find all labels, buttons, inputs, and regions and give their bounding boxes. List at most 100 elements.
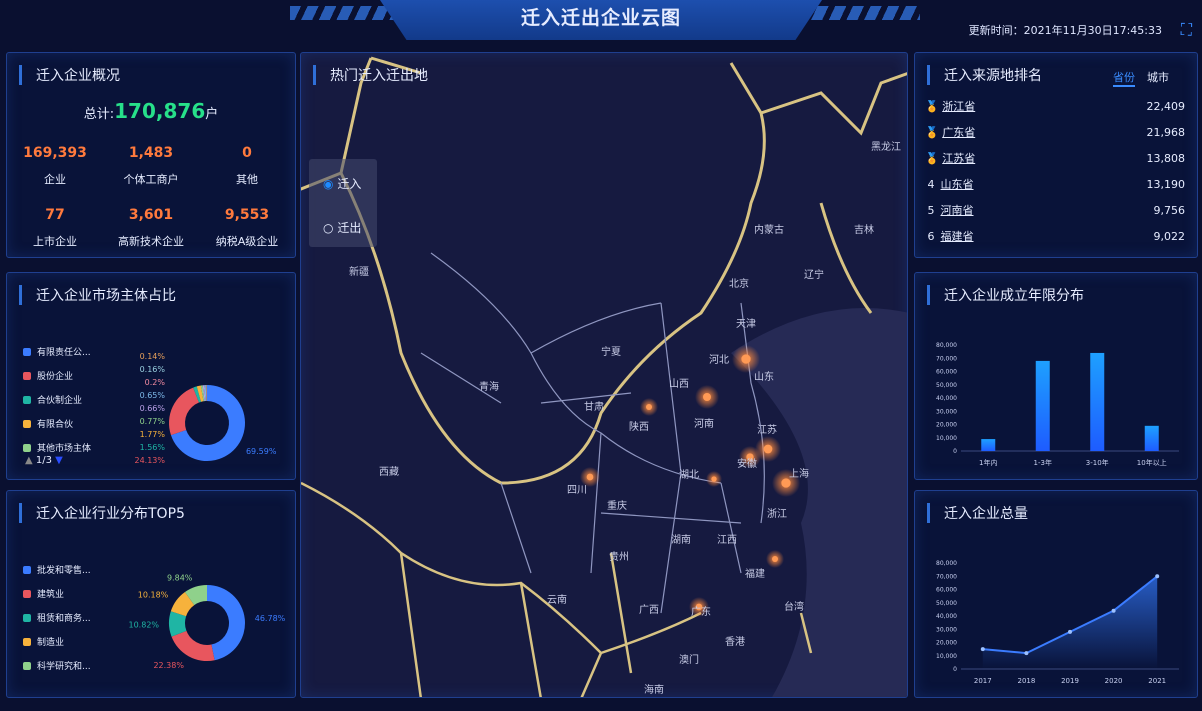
stat-value: 0 (242, 145, 252, 161)
header-decoration-right (800, 6, 920, 20)
province-label[interactable]: 青海 (479, 382, 499, 393)
ranking-row[interactable]: 🏅 浙江省 22,409 (925, 93, 1185, 119)
ranking-row[interactable]: 5 河南省 9,756 (925, 197, 1186, 223)
tab-province[interactable]: 省份 (1113, 69, 1135, 87)
x-tick-label: 2020 (1105, 677, 1123, 685)
bar (1035, 360, 1050, 451)
province-label[interactable]: 新疆 (349, 267, 369, 278)
province-label[interactable]: 湖南 (671, 535, 691, 546)
x-tick-label: 1年内 (979, 458, 997, 467)
y-tick-label: 70,000 (936, 355, 957, 362)
province-label[interactable]: 吉林 (854, 225, 874, 236)
total-value: 170,876 (114, 99, 206, 123)
province-label[interactable]: 江西 (717, 535, 737, 546)
province-label[interactable]: 西藏 (379, 467, 399, 478)
legend-swatch (23, 419, 31, 428)
page-down-icon[interactable]: ▼ (55, 455, 63, 466)
total-label: 总计: (83, 107, 115, 122)
province-label[interactable]: 山西 (669, 379, 689, 390)
province-label[interactable]: 黑龙江 (871, 142, 901, 153)
hotspot-core (746, 453, 754, 461)
data-point (980, 647, 985, 652)
region-name[interactable]: 福建省 (940, 230, 974, 243)
donut-label: 9.84% (167, 573, 193, 582)
legend-item[interactable]: 有限责任公... (23, 345, 91, 358)
stat-label: 个体工商户 (123, 173, 179, 186)
hotspot-core (741, 354, 751, 364)
donut-label: 46.78% (255, 614, 286, 623)
region-name[interactable]: 江苏省 (942, 152, 976, 165)
legend-swatch (23, 443, 31, 452)
province-label[interactable]: 重庆 (607, 501, 627, 512)
province-label[interactable]: 江苏 (757, 425, 777, 436)
legend-item[interactable]: 租赁和商务... (23, 611, 91, 624)
legend-item[interactable]: 其他市场主体 (23, 441, 91, 454)
ranking-row[interactable]: 6 福建省 9,022 (925, 223, 1186, 249)
region-name[interactable]: 广东省 (942, 126, 976, 139)
legend-item[interactable]: 科学研究和... (23, 659, 91, 672)
region-name[interactable]: 山东省 (940, 178, 974, 191)
page-up-icon[interactable]: ▲ (25, 455, 33, 466)
bar (1144, 425, 1159, 451)
y-tick-label: 0 (953, 448, 957, 455)
province-label[interactable]: 上海 (789, 469, 809, 480)
ranking-row[interactable]: 🏅 广东省 21,968 (925, 119, 1185, 145)
province-label[interactable]: 贵州 (609, 552, 629, 563)
donut-label: 0.14% (140, 352, 166, 361)
province-label[interactable]: 陕西 (629, 422, 649, 433)
header-decoration-left (290, 6, 410, 20)
province-label[interactable]: 天津 (736, 319, 756, 330)
rank-number: 4 (927, 178, 935, 191)
medal-icon: 🏅 (925, 126, 939, 139)
province-label[interactable]: 福建 (745, 569, 765, 580)
province-label[interactable]: 澳门 (679, 655, 699, 666)
province-label[interactable]: 甘肃 (584, 402, 604, 413)
province-label[interactable]: 四川 (567, 485, 587, 496)
province-label[interactable]: 辽宁 (804, 270, 824, 281)
province-label[interactable]: 内蒙古 (754, 225, 784, 236)
total-count: 总计:170,876户 (7, 99, 295, 123)
legend-item[interactable]: 批发和零售... (23, 563, 91, 576)
tab-city[interactable]: 城市 (1147, 71, 1169, 84)
legend-label: 建筑业 (37, 590, 65, 600)
province-label[interactable]: 山东 (754, 372, 774, 383)
expand-icon[interactable]: ⛶ (1180, 20, 1192, 39)
stat-label: 其他 (236, 173, 258, 186)
legend-item[interactable]: 建筑业 (23, 587, 64, 600)
legend-item[interactable]: 有限合伙 (23, 417, 73, 430)
province-label[interactable]: 湖北 (679, 470, 699, 481)
province-label[interactable]: 广东 (691, 607, 711, 618)
province-label[interactable]: 广西 (639, 605, 659, 616)
hotspot-core (763, 444, 773, 454)
ranking-row[interactable]: 🏅 江苏省 13,808 (925, 145, 1185, 171)
radio-unchecked-icon: ○ (323, 221, 334, 235)
province-label[interactable]: 香港 (725, 637, 745, 648)
province-label[interactable]: 台湾 (784, 602, 804, 613)
province-label[interactable]: 北京 (729, 279, 749, 290)
ranking-row[interactable]: 4 山东省 13,190 (925, 171, 1186, 197)
bar (1090, 352, 1105, 451)
china-map[interactable] (301, 53, 908, 698)
region-name[interactable]: 浙江省 (942, 100, 976, 113)
legend-label: 制造业 (37, 638, 65, 648)
stat-item: 77 上市企业 (7, 207, 103, 249)
total-area-chart: 0 10,000 20,000 30,000 40,000 50,000 60,000 70,… (936, 560, 1179, 685)
legend-item[interactable]: 合伙制企业 (23, 393, 82, 406)
data-point (1155, 574, 1160, 579)
province-label[interactable]: 海南 (644, 685, 664, 696)
province-label[interactable]: 宁夏 (601, 347, 621, 358)
legend-item[interactable]: 制造业 (23, 635, 64, 648)
direction-radio-group: ◉ 迁入 ○ 迁出 (309, 159, 377, 247)
province-label[interactable]: 浙江 (767, 509, 787, 520)
province-label[interactable]: 河北 (709, 355, 729, 366)
province-label[interactable]: 河南 (694, 419, 714, 430)
radio-inbound[interactable]: ◉ 迁入 (323, 175, 361, 192)
radio-outbound[interactable]: ○ 迁出 (323, 219, 361, 236)
region-name[interactable]: 河南省 (940, 204, 974, 217)
province-label[interactable]: 安徽 (737, 459, 757, 470)
province-label[interactable]: 云南 (547, 595, 567, 606)
legend-label: 合伙制企业 (37, 396, 83, 406)
bar (981, 439, 996, 451)
stat-label: 高新技术企业 (118, 235, 184, 248)
legend-item[interactable]: 股份企业 (23, 369, 73, 382)
